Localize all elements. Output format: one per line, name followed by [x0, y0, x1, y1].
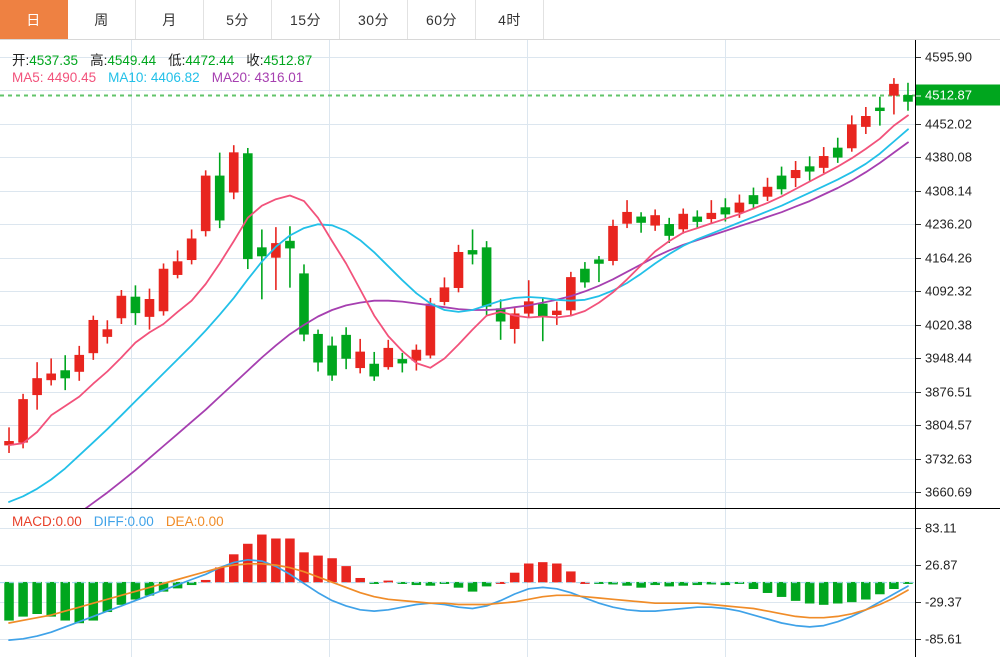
high-label: 高:	[90, 53, 108, 68]
close-label: 收:	[246, 53, 264, 68]
ma5-label: MA5:	[12, 70, 44, 85]
period-tab-3[interactable]: 月	[136, 0, 204, 39]
period-tab-bar: 日 周 月 5分 15分 30分 60分 4时	[0, 0, 1000, 40]
price-axis-tick	[916, 224, 921, 226]
ma5-value: 4490.45	[47, 70, 97, 85]
price-axis-label: 3948.44	[925, 350, 972, 366]
low-value: 4472.44	[185, 53, 235, 68]
period-tab-2[interactable]: 周	[68, 0, 136, 39]
macd-chart-canvas	[0, 509, 915, 657]
period-tab-label: 15分	[289, 11, 322, 28]
period-tab-7[interactable]: 60分	[408, 0, 476, 39]
last-price-badge: 4512.87	[916, 84, 1000, 106]
macd-axis-tick	[916, 601, 921, 603]
price-axis-label: 4020.38	[925, 317, 972, 333]
macd-axis-tick	[916, 527, 921, 529]
macd-axis-label: -29.37	[925, 594, 962, 609]
price-axis: 4595.904523.964452.024380.084308.144236.…	[915, 40, 1000, 509]
macd-axis-label: -85.61	[925, 631, 962, 646]
diff-label: DIFF:	[93, 514, 128, 529]
macd-chart-panel[interactable]	[0, 509, 915, 657]
period-tab-5[interactable]: 15分	[272, 0, 340, 39]
low-label: 低:	[168, 53, 186, 68]
price-axis-tick	[916, 56, 921, 58]
period-tab-label: 60分	[425, 11, 458, 28]
period-tab-1[interactable]: 日	[0, 0, 68, 39]
period-tab-label: 月	[162, 11, 177, 28]
price-axis-label: 4164.26	[925, 250, 972, 266]
macd-legend: MACD:0.00 DIFF:0.00 DEA:0.00	[12, 514, 224, 529]
macd-axis: 83.11 26.87 -29.37 -85.61	[915, 509, 1000, 657]
last-price-badge-label: 4512.87	[925, 87, 972, 103]
ma10-value: 4406.82	[150, 70, 200, 85]
price-chart-canvas	[0, 40, 915, 508]
tab-bar-filler	[544, 0, 1000, 39]
period-tab-8[interactable]: 4时	[476, 0, 544, 39]
diff-value: 0.00	[127, 514, 154, 529]
ma10-label: MA10:	[108, 70, 148, 85]
open-label: 开:	[12, 53, 30, 68]
price-axis-label: 3876.51	[925, 384, 972, 400]
price-axis-label: 3732.63	[925, 451, 972, 467]
period-tab-label: 5分	[226, 11, 249, 28]
price-axis-tick	[916, 257, 921, 259]
high-value: 4549.44	[107, 53, 157, 68]
macd-axis-label: 26.87	[925, 557, 958, 572]
macd-value: 0.00	[55, 514, 82, 529]
last-price-tick	[916, 95, 921, 97]
price-axis-tick	[916, 391, 921, 393]
macd-axis-tick	[916, 564, 921, 566]
macd-label: MACD:	[12, 514, 56, 529]
ohlc-legend: 开:4537.35 高:4549.44 低:4472.44 收:4512.87	[12, 49, 312, 69]
price-axis-label: 4308.14	[925, 183, 972, 199]
macd-axis-label: 83.11	[925, 520, 957, 535]
period-tab-label: 4时	[498, 11, 521, 28]
ma20-label: MA20:	[211, 70, 251, 85]
price-axis-tick	[916, 157, 921, 159]
price-axis-label: 4380.08	[925, 149, 972, 165]
price-axis-tick	[916, 324, 921, 326]
period-tab-6[interactable]: 30分	[340, 0, 408, 39]
price-axis-label: 4092.32	[925, 283, 972, 299]
price-axis-tick	[916, 458, 921, 460]
price-axis-label: 4452.02	[925, 116, 972, 132]
price-axis-tick	[916, 358, 921, 360]
price-chart-panel[interactable]	[0, 40, 915, 509]
period-tab-label: 周	[94, 11, 109, 28]
ma-legend: MA5: 4490.45 MA10: 4406.82 MA20: 4316.01	[12, 70, 303, 85]
close-value: 4512.87	[263, 53, 313, 68]
dea-label: DEA:	[165, 514, 198, 529]
period-tab-label: 日	[26, 11, 41, 28]
price-axis-tick	[916, 291, 921, 293]
price-axis-label: 3660.69	[925, 484, 972, 500]
ma20-value: 4316.01	[254, 70, 304, 85]
price-axis-label: 4595.90	[925, 49, 972, 65]
price-axis-label: 3804.57	[925, 417, 972, 433]
price-axis-label: 4236.20	[925, 216, 972, 232]
price-axis-tick	[916, 123, 921, 125]
price-axis-tick	[916, 492, 921, 494]
dea-value: 0.00	[197, 514, 224, 529]
open-value: 4537.35	[29, 53, 79, 68]
price-axis-tick	[916, 190, 921, 192]
macd-axis-tick	[916, 638, 921, 640]
period-tab-label: 30分	[357, 11, 390, 28]
price-axis-tick	[916, 425, 921, 427]
period-tab-4[interactable]: 5分	[204, 0, 272, 39]
